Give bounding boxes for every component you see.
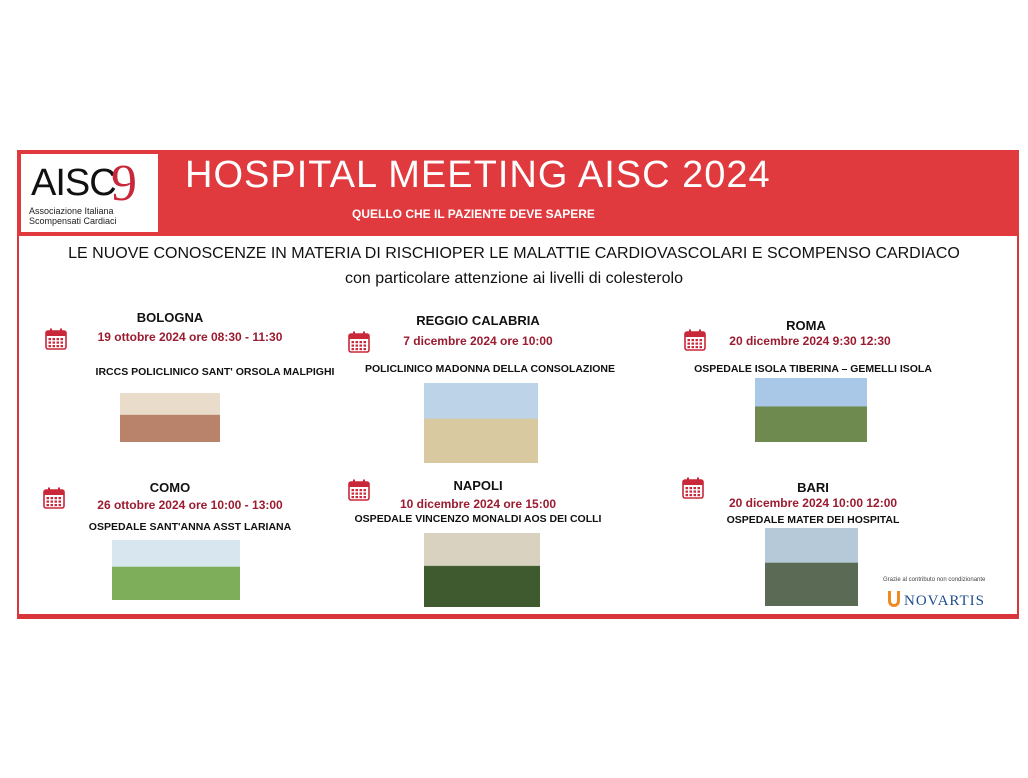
calendar-icon [348, 479, 370, 501]
calendar-icon [348, 331, 370, 353]
hospital-photo [424, 533, 540, 607]
hospital-photo [765, 528, 858, 606]
calendar-icon [682, 477, 704, 499]
topic-line1: LE NUOVE CONOSCENZE IN MATERIA DI RISCHI… [68, 245, 960, 262]
hospital-photo [120, 393, 220, 442]
calendar-icon [45, 328, 67, 350]
novartis-flame-icon [888, 591, 900, 607]
event-date: 10 dicembre 2024 ore 15:00 [399, 497, 557, 511]
logo-heart-mark: 9 [111, 155, 137, 212]
event-city: ROMA [786, 318, 826, 333]
logo-text: AISC [31, 162, 117, 204]
calendar-icon [43, 487, 65, 509]
event-date: 20 dicembre 2024 9:30 12:30 [729, 334, 891, 348]
event-city: NAPOLI [453, 478, 503, 493]
event-hospital: OSPEDALE VINCENZO MONALDI AOS DEI COLLI [354, 513, 602, 525]
sponsor-thanks: Grazie al contributo non condizionante [883, 577, 986, 583]
event-city: COMO [149, 480, 191, 495]
event-date: 7 dicembre 2024 ore 10:00 [403, 334, 553, 348]
sponsor-name: NOVARTIS [904, 593, 986, 609]
bottom-border [17, 614, 1019, 619]
event-hospital: OSPEDALE MATER DEI HOSPITAL [726, 514, 900, 526]
logo-subtitle-line1: Associazione Italiana [29, 206, 114, 216]
event-date: 26 ottobre 2024 ore 10:00 - 13:00 [97, 498, 283, 512]
hospital-photo [755, 378, 867, 442]
hospital-photo [424, 383, 538, 463]
event-date: 19 ottobre 2024 ore 08:30 - 11:30 [97, 330, 283, 344]
event-date: 20 dicembre 2024 10:00 12:00 [728, 496, 898, 510]
event-city: REGGIO CALABRIA [416, 313, 540, 328]
hospital-photo [112, 540, 240, 600]
page-title: HOSPITAL MEETING AISC 2024 [185, 154, 771, 196]
header-band [17, 150, 1019, 236]
logo-subtitle-line2: Scompensati Cardiaci [29, 216, 117, 226]
logo-subtitle: Associazione Italiana Scompensati Cardia… [29, 206, 117, 226]
event-city: BARI [797, 480, 829, 495]
event-city: BOLOGNA [136, 310, 204, 325]
aisc-logo: AISC 9 Associazione Italiana Scompensati… [21, 154, 158, 232]
event-hospital: OSPEDALE ISOLA TIBERINA – GEMELLI ISOLA [694, 363, 932, 375]
page-subtitle: QUELLO CHE IL PAZIENTE DEVE SAPERE [352, 207, 595, 221]
topic-line2: con particolare attenzione ai livelli di… [345, 270, 683, 287]
novartis-logo: NOVARTIS [888, 591, 985, 610]
event-hospital: OSPEDALE SANT'ANNA ASST LARIANA [88, 521, 292, 533]
calendar-icon [684, 329, 706, 351]
event-hospital: IRCCS POLICLINICO SANT' ORSOLA MALPIGHI [95, 366, 335, 378]
event-hospital: POLICLINICO MADONNA DELLA CONSOLAZIONE [364, 363, 616, 375]
